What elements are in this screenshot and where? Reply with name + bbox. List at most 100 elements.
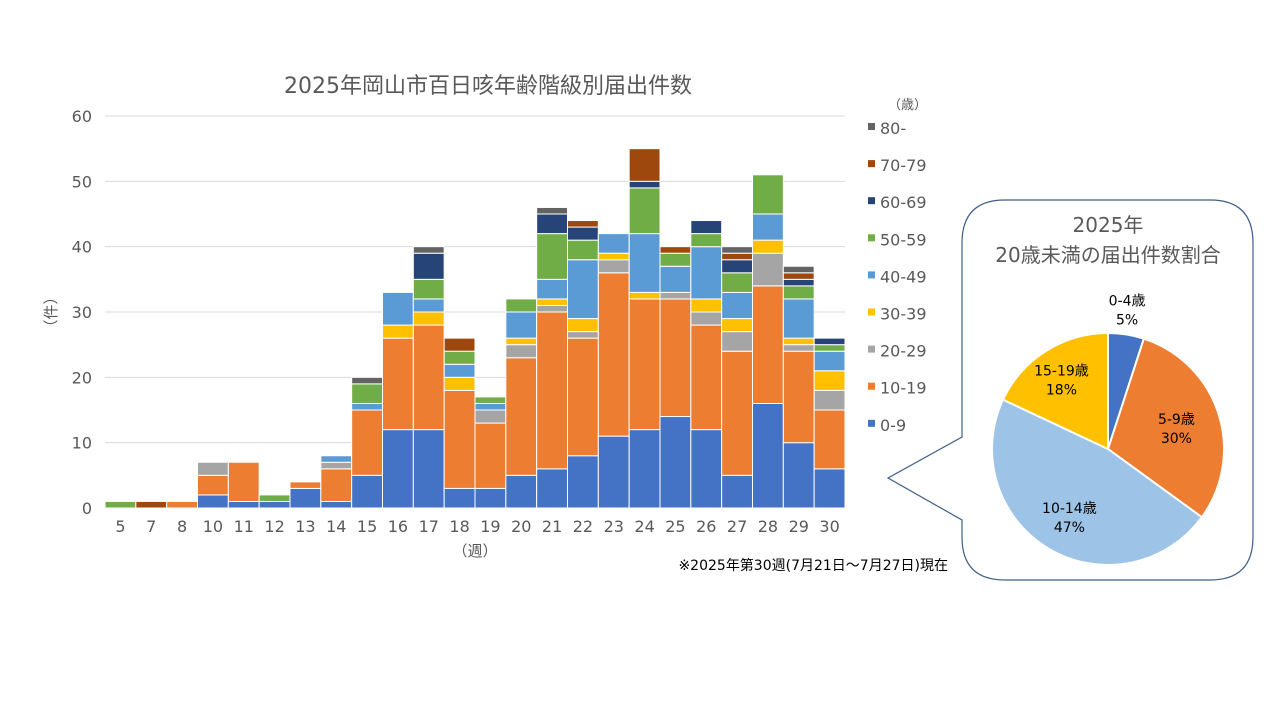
bar-segment-40-49-week-19 (474, 402, 507, 411)
bar-chart-title: 2025年岡山市百日咳年齢階級別届出件数 (284, 74, 692, 99)
y-axis-ticks: 0 10 20 30 40 50 60 (72, 107, 92, 518)
x-tick-label: 27 (727, 517, 747, 536)
bar-series (104, 148, 846, 509)
bar-segment-20-29-week-29 (782, 344, 815, 352)
bar-segment-10-19-week-20 (505, 357, 538, 476)
pie-title-line2: 20歳未満の届出件数割合 (995, 243, 1220, 267)
bar-segment-80--week-27 (721, 246, 754, 254)
bar-segment-20-29-week-27 (721, 331, 754, 352)
x-tick-label: 25 (665, 517, 685, 536)
x-tick-label: 29 (789, 517, 809, 536)
bar-segment-20-29-week-19 (474, 409, 507, 424)
x-axis-ticks: 5 7 8 10 11 12 13 14 15 16 17 18 19 20 21 22 23 24 25 26 27 2… (115, 517, 839, 536)
bar-segment-10-19-week-18 (443, 389, 476, 489)
bar-segment-40-49-week-14 (320, 455, 353, 463)
bar-segment-60-69-week-27 (721, 259, 754, 274)
bar-segment-30-39-week-18 (443, 376, 476, 391)
bar-segment-30-39-week-28 (752, 239, 784, 254)
y-tick-label: 30 (72, 303, 92, 322)
bar-segment-50-59-week-22 (567, 239, 599, 261)
bar-segment-50-59-week-20 (505, 298, 538, 313)
bar-segment-30-39-week-23 (597, 252, 630, 261)
bar-segment-50-59-week-18 (443, 350, 476, 365)
bar-segment-30-39-week-24 (628, 291, 661, 300)
y-tick-label: 60 (72, 107, 92, 126)
y-tick-label: 0 (82, 499, 92, 518)
x-tick-label: 5 (115, 517, 125, 536)
bar-segment-20-29-week-21 (536, 304, 569, 313)
pie-slice-percent: 30% (1161, 431, 1192, 447)
bar-segment-50-59-week-19 (474, 396, 507, 404)
bar-segment-70-79-week-7 (135, 500, 168, 509)
legend-label: 0-9 (880, 416, 906, 435)
bar-segment-30-39-week-29 (782, 337, 815, 346)
legend-label: 50-59 (880, 230, 927, 249)
bar-segment-10-19-week-10 (197, 474, 229, 496)
bar-segment-30-39-week-27 (721, 318, 754, 333)
bar-segment-40-49-week-30 (813, 350, 846, 372)
pie-chart: 0-4歳 5% 5-9歳 30% 10-14歳 47% 15-19歳 18% (991, 294, 1225, 566)
bar-segment-10-19-week-22 (567, 337, 599, 457)
bar-segment-50-59-week-30 (813, 344, 846, 352)
x-tick-label: 19 (480, 517, 500, 536)
bar-segment-0-9-week-29 (782, 442, 815, 509)
bar-segment-10-19-week-29 (782, 350, 815, 444)
bar-segment-40-49-week-29 (782, 298, 815, 339)
bar-segment-10-19-week-8 (166, 500, 199, 509)
x-tick-label: 7 (146, 517, 156, 536)
bar-segment-10-19-week-26 (690, 324, 723, 431)
bar-segment-10-19-week-19 (474, 422, 507, 489)
legend-label: 30-39 (880, 305, 927, 324)
bar-segment-80--week-15 (351, 376, 383, 385)
legend-swatch-0-9 (868, 419, 875, 427)
bar-segment-10-19-week-13 (289, 481, 322, 489)
bar-segment-30-39-week-16 (382, 324, 414, 339)
x-tick-label: 23 (604, 517, 624, 536)
pie-slice-percent: 18% (1046, 382, 1077, 398)
legend-swatch-70-79 (868, 160, 875, 168)
bar-segment-40-49-week-26 (690, 246, 723, 300)
bar-segment-40-49-week-22 (567, 259, 599, 320)
bar-segment-0-9-week-24 (628, 429, 661, 509)
bar-segment-10-19-week-15 (351, 409, 383, 476)
bar-segment-20-29-week-28 (752, 252, 784, 287)
x-tick-label: 17 (419, 517, 439, 536)
bar-segment-10-19-week-23 (597, 272, 630, 437)
legend-swatch-60-69 (868, 197, 875, 205)
bar-segment-20-29-week-30 (813, 389, 846, 411)
x-tick-label: 26 (696, 517, 716, 536)
x-tick-label: 10 (203, 517, 223, 536)
bar-segment-10-19-week-24 (628, 298, 661, 431)
bar-segment-20-29-week-14 (320, 461, 353, 470)
bar-segment-70-79-week-25 (659, 246, 692, 254)
bar-segment-50-59-week-5 (104, 500, 137, 509)
bar-segment-20-29-week-25 (659, 291, 692, 300)
legend-swatch-50-59 (868, 234, 875, 242)
bar-segment-50-59-week-28 (752, 174, 784, 215)
y-tick-label: 20 (72, 368, 92, 387)
pie-slice-label: 0-4歳 (1109, 294, 1146, 310)
bar-segment-40-49-week-18 (443, 363, 476, 378)
bar-segment-30-39-week-20 (505, 337, 538, 346)
bar-segment-0-9-week-25 (659, 416, 692, 509)
bar-segment-60-69-week-21 (536, 213, 569, 235)
legend: 80- 70-79 60-69 50-59 40-49 30-39 20-29 10-19 0-… (868, 119, 927, 435)
x-tick-label: 28 (758, 517, 778, 536)
bar-segment-50-59-week-12 (258, 494, 291, 502)
bar-segment-20-29-week-10 (197, 461, 229, 476)
legend-swatch-30-39 (868, 308, 875, 316)
bar-segment-50-59-week-24 (628, 187, 661, 235)
x-tick-label: 21 (542, 517, 562, 536)
legend-label: 60-69 (880, 193, 927, 212)
x-axis-label: （週） (452, 542, 497, 560)
bar-segment-70-79-week-29 (782, 272, 815, 280)
x-tick-label: 8 (177, 517, 187, 536)
bar-segment-40-49-week-15 (351, 402, 383, 411)
bar-segment-0-9-week-30 (813, 468, 846, 509)
bar-segment-40-49-week-20 (505, 311, 538, 339)
bar-segment-40-49-week-23 (597, 233, 630, 254)
bar-segment-60-69-week-26 (690, 220, 723, 235)
y-tick-label: 10 (72, 434, 92, 453)
legend-swatch-40-49 (868, 271, 875, 279)
